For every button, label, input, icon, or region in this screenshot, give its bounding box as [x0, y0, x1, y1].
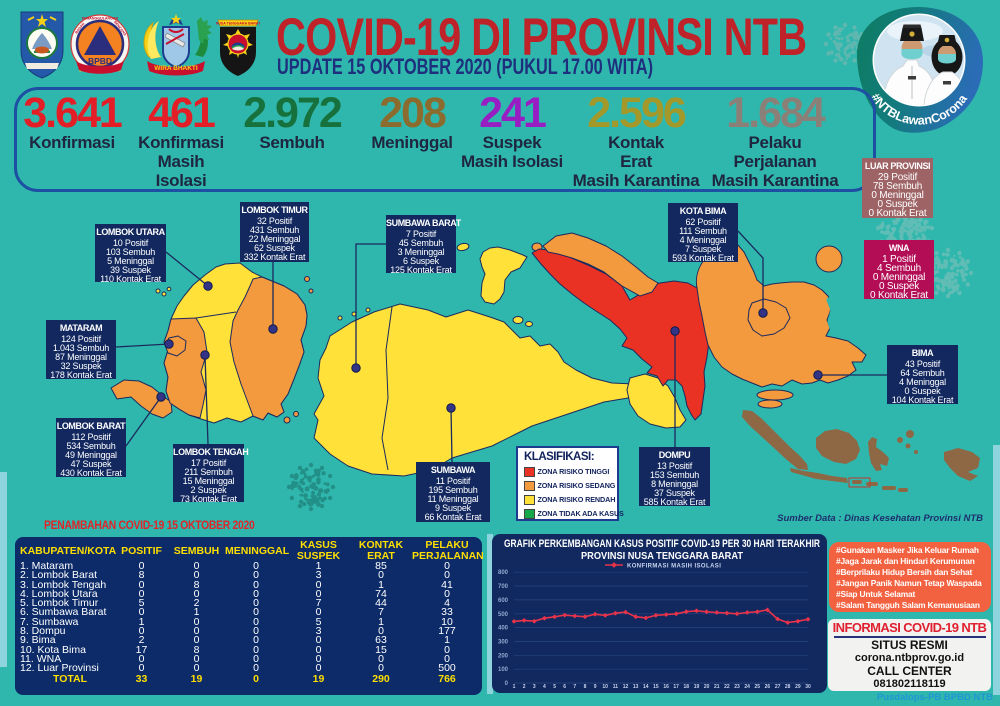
svg-text:20: 20 — [704, 684, 710, 690]
svg-text:6: 6 — [563, 684, 566, 690]
svg-text:PROVINSI NUSA TENGGARA BARAT: PROVINSI NUSA TENGGARA BARAT — [581, 550, 744, 562]
svg-text:800: 800 — [498, 570, 509, 576]
svg-text:21: 21 — [714, 684, 720, 690]
svg-text:8: 8 — [584, 684, 587, 690]
svg-text:BADAN: BADAN — [74, 22, 85, 35]
svg-text:12: 12 — [623, 684, 629, 690]
svg-text:19: 19 — [694, 684, 700, 690]
svg-text:29: 29 — [795, 684, 801, 690]
svg-text:26: 26 — [765, 684, 771, 690]
svg-text:15: 15 — [653, 684, 659, 690]
svg-text:KONFIRMASI MASIH ISOLASI: KONFIRMASI MASIH ISOLASI — [627, 564, 721, 570]
svg-text:WIRA BHAKTI: WIRA BHAKTI — [154, 65, 198, 72]
svg-text:27: 27 — [775, 684, 781, 690]
svg-text:24: 24 — [744, 684, 750, 690]
svg-text:1: 1 — [513, 684, 516, 690]
svg-text:GRAFIK PERKEMBANGAN KASUS POSI: GRAFIK PERKEMBANGAN KASUS POSITIF COVID-… — [504, 538, 820, 550]
svg-text:0: 0 — [505, 681, 509, 687]
svg-text:300: 300 — [498, 639, 509, 645]
svg-text:600: 600 — [498, 598, 509, 604]
svg-text:18: 18 — [684, 684, 690, 690]
svg-text:17: 17 — [673, 684, 679, 690]
svg-text:BPBD: BPBD — [88, 56, 112, 66]
svg-text:28: 28 — [785, 684, 791, 690]
svg-text:100: 100 — [498, 667, 509, 673]
svg-text:2: 2 — [523, 684, 526, 690]
svg-text:200: 200 — [498, 653, 509, 659]
svg-text:25: 25 — [755, 684, 761, 690]
svg-text:500: 500 — [498, 612, 509, 618]
svg-text:23: 23 — [734, 684, 740, 690]
svg-text:10: 10 — [602, 684, 608, 690]
svg-text:NUSA TENGGARA BARAT: NUSA TENGGARA BARAT — [216, 22, 260, 26]
svg-text:400: 400 — [498, 626, 509, 632]
svg-text:4: 4 — [543, 684, 546, 690]
svg-text:22: 22 — [724, 684, 730, 690]
svg-text:30: 30 — [805, 684, 811, 690]
svg-text:3: 3 — [533, 684, 536, 690]
svg-text:14: 14 — [643, 684, 649, 690]
svg-text:16: 16 — [663, 684, 669, 690]
svg-text:5: 5 — [553, 684, 556, 690]
svg-text:9: 9 — [594, 684, 597, 690]
svg-text:7: 7 — [573, 684, 576, 690]
svg-text:700: 700 — [498, 584, 509, 590]
svg-text:PENANGGULANGAN: PENANGGULANGAN — [82, 17, 119, 21]
svg-text:13: 13 — [633, 684, 639, 690]
svg-text:11: 11 — [613, 684, 619, 690]
